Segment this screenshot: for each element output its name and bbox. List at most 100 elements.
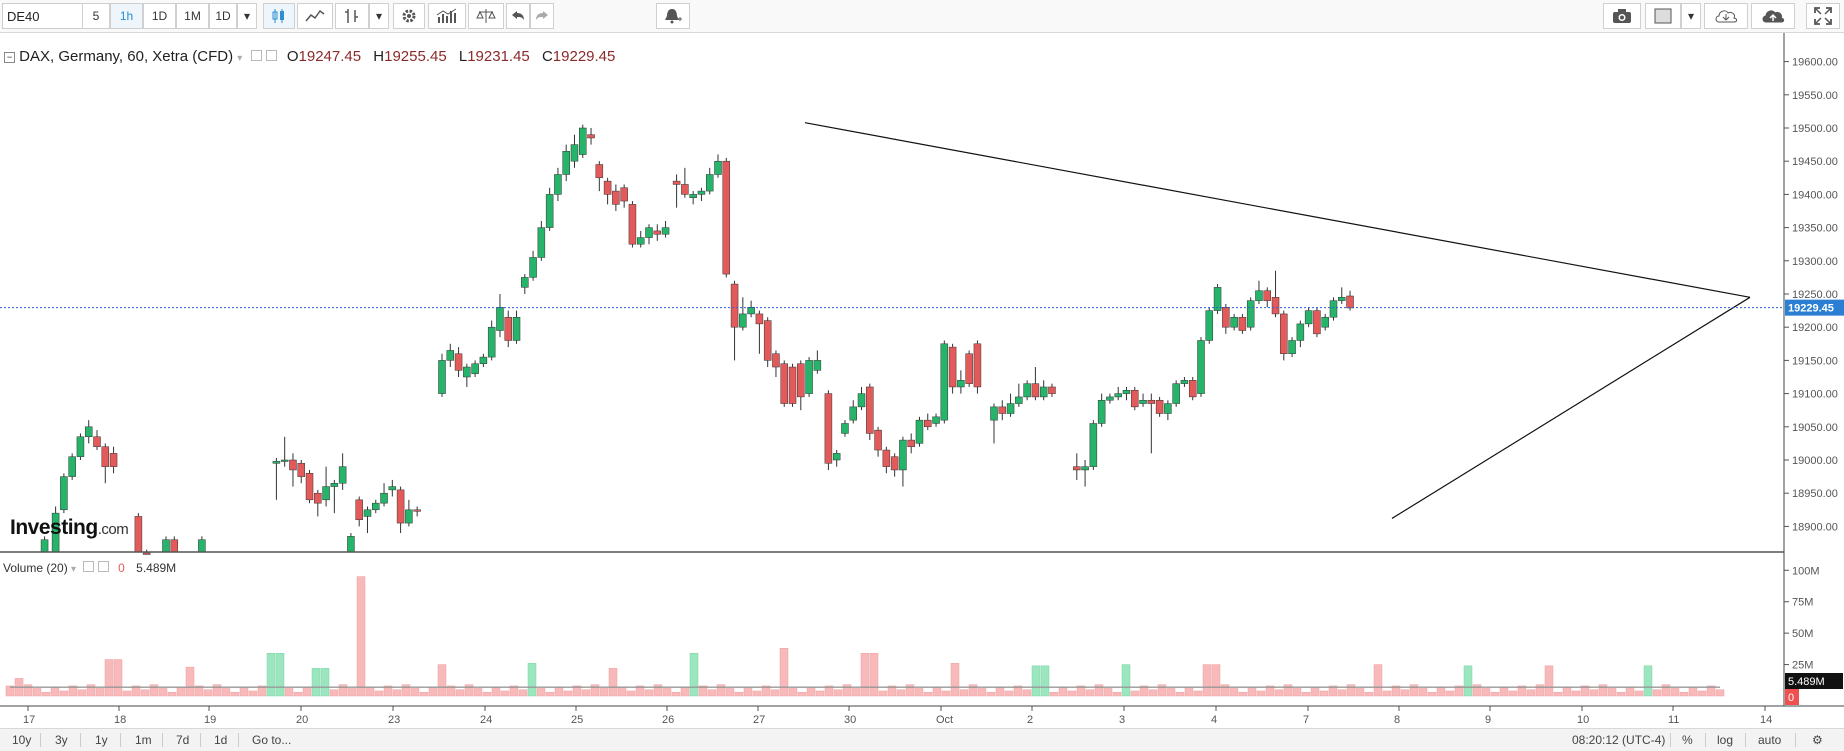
chevron-down-icon[interactable]: ▾	[237, 53, 243, 64]
volume-bar	[1220, 684, 1230, 697]
redo-button[interactable]	[530, 3, 554, 29]
time-axis[interactable]: 17 18 19 20 23 24 25 26 27 30 Oct 2 3 4 7 8 9 10 11 14	[23, 706, 1772, 726]
volume-bar	[1247, 686, 1257, 697]
chart-type-dropdown[interactable]: ▾	[369, 3, 389, 29]
candle-down	[755, 313, 764, 325]
candle-up	[438, 360, 446, 394]
candle-down	[1155, 399, 1164, 414]
settings-button[interactable]: ⚙	[1812, 732, 1823, 748]
close-icon[interactable]	[265, 50, 277, 61]
chart-area[interactable]: 19600.00 19550.00 19500.00 19450.00 19400.00…	[0, 33, 1844, 728]
alert-button[interactable]	[656, 3, 690, 29]
interval-1d-button[interactable]: 1D	[143, 3, 176, 29]
range-10y[interactable]: 10y	[12, 733, 32, 747]
symbol-input[interactable]	[2, 3, 95, 29]
volume-bar	[1292, 688, 1302, 697]
candle-up	[832, 453, 841, 461]
volume-bar	[1706, 685, 1716, 697]
candle-up	[579, 127, 587, 155]
candle-up	[338, 466, 347, 484]
candle-down	[1346, 295, 1354, 309]
candles-style-button[interactable]	[263, 3, 295, 29]
zero-volume-label: 0	[1785, 689, 1799, 705]
fullscreen-button[interactable]	[1806, 3, 1840, 29]
range-7d[interactable]: 7d	[176, 733, 190, 747]
candle-down	[874, 429, 882, 451]
volume-bar	[1094, 684, 1104, 697]
volume-bar	[1463, 665, 1473, 697]
candle-up	[1197, 340, 1205, 394]
chevron-down-icon: ▾	[375, 9, 383, 23]
volume-bar	[887, 685, 897, 697]
settings-icon[interactable]	[250, 50, 262, 61]
volume-bar	[986, 691, 996, 697]
indicators-button[interactable]	[428, 3, 466, 29]
goto-button[interactable]: Go to...	[252, 733, 292, 747]
volume-bar	[482, 691, 492, 697]
camera-icon	[1613, 9, 1631, 23]
chevron-down-icon[interactable]: ▾	[71, 564, 77, 575]
log-toggle[interactable]: log	[1717, 733, 1734, 747]
interval-1m-button[interactable]: 1M	[176, 3, 209, 29]
volume-bar	[1256, 690, 1266, 697]
price-tick-label: 19300.00	[1792, 256, 1838, 268]
candle-up	[841, 423, 849, 434]
candle-up	[1296, 323, 1305, 341]
close-icon[interactable]	[97, 561, 109, 572]
load-chart-button[interactable]	[1704, 3, 1748, 29]
volume-bar	[77, 689, 87, 697]
candle-up	[739, 313, 747, 328]
volume-bar	[995, 686, 1005, 697]
candle-up	[372, 502, 380, 511]
time-tick-label: 10	[1577, 714, 1589, 726]
time-tick-label: 7	[1303, 714, 1309, 726]
settings-icon[interactable]	[83, 561, 95, 572]
indicators-icon	[436, 8, 457, 23]
volume-bar	[815, 690, 825, 697]
bar-style-button[interactable]	[335, 3, 369, 29]
percent-toggle[interactable]: %	[1682, 733, 1693, 747]
range-1m[interactable]: 1m	[135, 733, 152, 747]
upper-trendline[interactable]	[804, 122, 1751, 298]
candle-down	[109, 453, 118, 467]
volume-bar	[1580, 685, 1590, 697]
candle-down	[797, 363, 805, 398]
layout-button[interactable]	[1645, 3, 1681, 29]
cloud-load-icon	[1715, 10, 1738, 23]
candle-up	[280, 459, 289, 462]
volume-bar	[248, 690, 258, 697]
save-chart-button[interactable]	[1751, 3, 1795, 29]
interval-dropdown-button[interactable]: ▾	[237, 3, 257, 29]
auto-toggle[interactable]: auto	[1758, 733, 1782, 747]
volume-bar	[806, 686, 816, 697]
undo-button[interactable]	[506, 3, 530, 29]
lower-trendline[interactable]	[1391, 296, 1751, 519]
volume-bar	[896, 689, 906, 697]
volume-bar	[1337, 689, 1347, 697]
close-value: 19229.45	[552, 48, 616, 65]
range-1d[interactable]: 1d	[214, 733, 228, 747]
volume-bar	[932, 686, 942, 697]
snapshot-button[interactable]	[1603, 3, 1641, 29]
candle-down	[824, 393, 833, 464]
settings-button[interactable]	[393, 3, 425, 29]
volume-bar	[590, 684, 600, 697]
interval-more-button[interactable]: 1D	[209, 3, 237, 29]
interval-1h-button[interactable]: 1h	[110, 3, 143, 29]
line-style-button[interactable]	[297, 3, 333, 29]
volume-bar	[1508, 690, 1518, 697]
volume-bar	[1058, 686, 1068, 697]
volume-bar	[788, 688, 798, 697]
candle-up	[1329, 300, 1338, 318]
price-axis[interactable]: 19600.00 19550.00 19500.00 19450.00 19400.00…	[1784, 57, 1838, 534]
collapse-icon[interactable]: −	[4, 52, 15, 63]
candle-up	[849, 406, 857, 421]
low-value: 19231.45	[467, 48, 530, 65]
volume-bar	[1085, 689, 1095, 697]
volume-axis[interactable]: 100M 75M 50M 25M	[1784, 565, 1820, 672]
layout-dropdown[interactable]: ▾	[1681, 3, 1701, 29]
interval-5-button[interactable]: 5	[82, 3, 110, 29]
range-3y[interactable]: 3y	[55, 733, 68, 747]
compare-button[interactable]	[468, 3, 504, 29]
range-1y[interactable]: 1y	[95, 733, 108, 747]
